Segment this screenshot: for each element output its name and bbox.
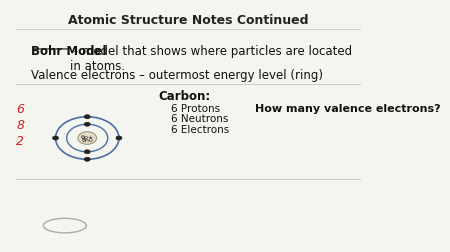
- Circle shape: [78, 132, 97, 145]
- Text: 6 Protons: 6 Protons: [171, 104, 220, 114]
- Text: Atomic Structure Notes Continued: Atomic Structure Notes Continued: [68, 14, 308, 27]
- Text: 6: 6: [16, 102, 24, 115]
- Text: 2: 2: [16, 135, 24, 148]
- Text: Bohr Model: Bohr Model: [31, 45, 107, 58]
- Text: 6n0: 6n0: [81, 138, 93, 143]
- Circle shape: [53, 137, 59, 140]
- Circle shape: [84, 150, 90, 154]
- Text: How many valence electrons?: How many valence electrons?: [255, 104, 441, 114]
- Text: 6 Electrons: 6 Electrons: [171, 124, 230, 135]
- Text: Carbon:: Carbon:: [158, 90, 211, 103]
- Circle shape: [84, 123, 90, 127]
- Circle shape: [84, 115, 90, 119]
- Text: - model that shows where particles are located
in atoms.: - model that shows where particles are l…: [71, 45, 352, 73]
- Circle shape: [84, 158, 90, 162]
- Circle shape: [116, 137, 122, 140]
- Text: 6p+: 6p+: [81, 134, 94, 139]
- Text: 6 Neutrons: 6 Neutrons: [171, 114, 229, 124]
- Text: 8: 8: [16, 118, 24, 132]
- Text: Valence electrons – outermost energy level (ring): Valence electrons – outermost energy lev…: [31, 69, 323, 82]
